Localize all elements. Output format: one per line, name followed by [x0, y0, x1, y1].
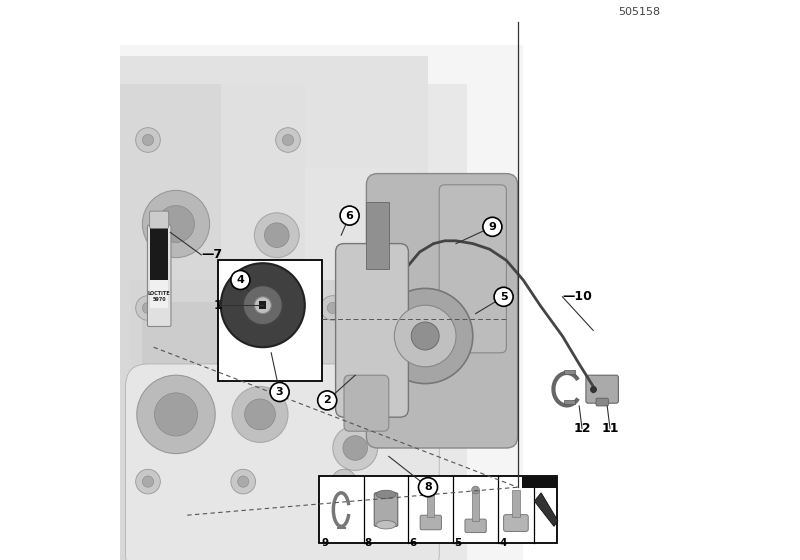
Text: 4: 4 — [499, 538, 506, 548]
Bar — [366, 202, 389, 269]
FancyBboxPatch shape — [374, 493, 398, 526]
Circle shape — [136, 469, 160, 494]
Circle shape — [142, 134, 154, 146]
FancyBboxPatch shape — [150, 211, 169, 228]
FancyBboxPatch shape — [366, 174, 518, 448]
Text: 2: 2 — [323, 395, 331, 405]
Text: 12: 12 — [574, 422, 590, 435]
Bar — [142, 302, 400, 538]
Circle shape — [270, 382, 289, 402]
Bar — [221, 84, 305, 560]
Circle shape — [136, 296, 160, 320]
Circle shape — [254, 297, 271, 314]
Text: —10: —10 — [562, 290, 592, 304]
Circle shape — [472, 486, 479, 494]
Text: 9: 9 — [322, 538, 329, 548]
FancyBboxPatch shape — [503, 515, 528, 531]
Circle shape — [321, 296, 345, 320]
Bar — [218, 260, 322, 381]
Circle shape — [318, 391, 337, 410]
Text: 5: 5 — [500, 292, 507, 302]
Ellipse shape — [376, 521, 396, 529]
Circle shape — [483, 217, 502, 236]
Circle shape — [154, 393, 198, 436]
Polygon shape — [534, 493, 558, 526]
Bar — [305, 168, 417, 560]
FancyBboxPatch shape — [596, 398, 608, 406]
Circle shape — [378, 288, 473, 384]
Circle shape — [282, 134, 294, 146]
Text: 3: 3 — [276, 387, 283, 397]
Circle shape — [411, 322, 439, 350]
Circle shape — [265, 223, 289, 248]
Bar — [120, 84, 221, 560]
Circle shape — [238, 476, 249, 487]
Bar — [150, 280, 168, 308]
Circle shape — [142, 476, 154, 487]
Text: 1: 1 — [214, 298, 222, 312]
FancyBboxPatch shape — [344, 375, 389, 431]
Bar — [522, 476, 557, 488]
Circle shape — [221, 263, 305, 347]
FancyBboxPatch shape — [465, 519, 486, 533]
Circle shape — [142, 190, 210, 258]
Text: 11: 11 — [602, 422, 618, 435]
Circle shape — [343, 436, 367, 460]
Circle shape — [427, 487, 434, 495]
Text: 8: 8 — [365, 538, 372, 548]
Text: 6: 6 — [409, 538, 416, 548]
Circle shape — [276, 128, 300, 152]
Circle shape — [418, 478, 438, 497]
Bar — [318, 476, 557, 543]
FancyBboxPatch shape — [126, 364, 439, 560]
Circle shape — [243, 286, 282, 325]
Bar — [427, 491, 434, 517]
Text: 4: 4 — [237, 275, 244, 285]
Circle shape — [340, 206, 359, 225]
Circle shape — [136, 128, 160, 152]
Bar — [259, 301, 266, 310]
Text: 505158: 505158 — [618, 7, 660, 17]
Circle shape — [158, 206, 194, 242]
Circle shape — [327, 302, 338, 314]
Bar — [472, 490, 479, 521]
Circle shape — [231, 270, 250, 290]
FancyBboxPatch shape — [420, 515, 442, 530]
FancyBboxPatch shape — [147, 225, 171, 326]
Circle shape — [137, 375, 215, 454]
Text: 6: 6 — [346, 211, 354, 221]
Circle shape — [245, 399, 275, 430]
Bar — [120, 84, 467, 560]
Bar — [150, 227, 168, 280]
Bar — [120, 269, 428, 560]
Bar — [564, 370, 575, 374]
Text: 8: 8 — [424, 482, 432, 492]
Circle shape — [231, 469, 255, 494]
Circle shape — [494, 287, 513, 306]
FancyBboxPatch shape — [439, 185, 506, 353]
Bar — [120, 56, 428, 224]
Text: 5: 5 — [454, 538, 461, 548]
Circle shape — [232, 386, 288, 442]
Text: —7: —7 — [202, 248, 222, 262]
Bar — [564, 400, 575, 404]
Circle shape — [394, 305, 456, 367]
Bar — [131, 280, 422, 549]
Ellipse shape — [376, 491, 396, 499]
Circle shape — [333, 426, 378, 470]
Circle shape — [332, 469, 356, 494]
Circle shape — [142, 302, 154, 314]
FancyBboxPatch shape — [336, 244, 408, 417]
Circle shape — [338, 476, 350, 487]
Circle shape — [254, 213, 299, 258]
FancyBboxPatch shape — [586, 375, 618, 403]
FancyBboxPatch shape — [120, 45, 523, 560]
Bar — [512, 490, 520, 517]
Text: LOCTITE
5970: LOCTITE 5970 — [148, 291, 170, 302]
Text: 9: 9 — [489, 222, 496, 232]
